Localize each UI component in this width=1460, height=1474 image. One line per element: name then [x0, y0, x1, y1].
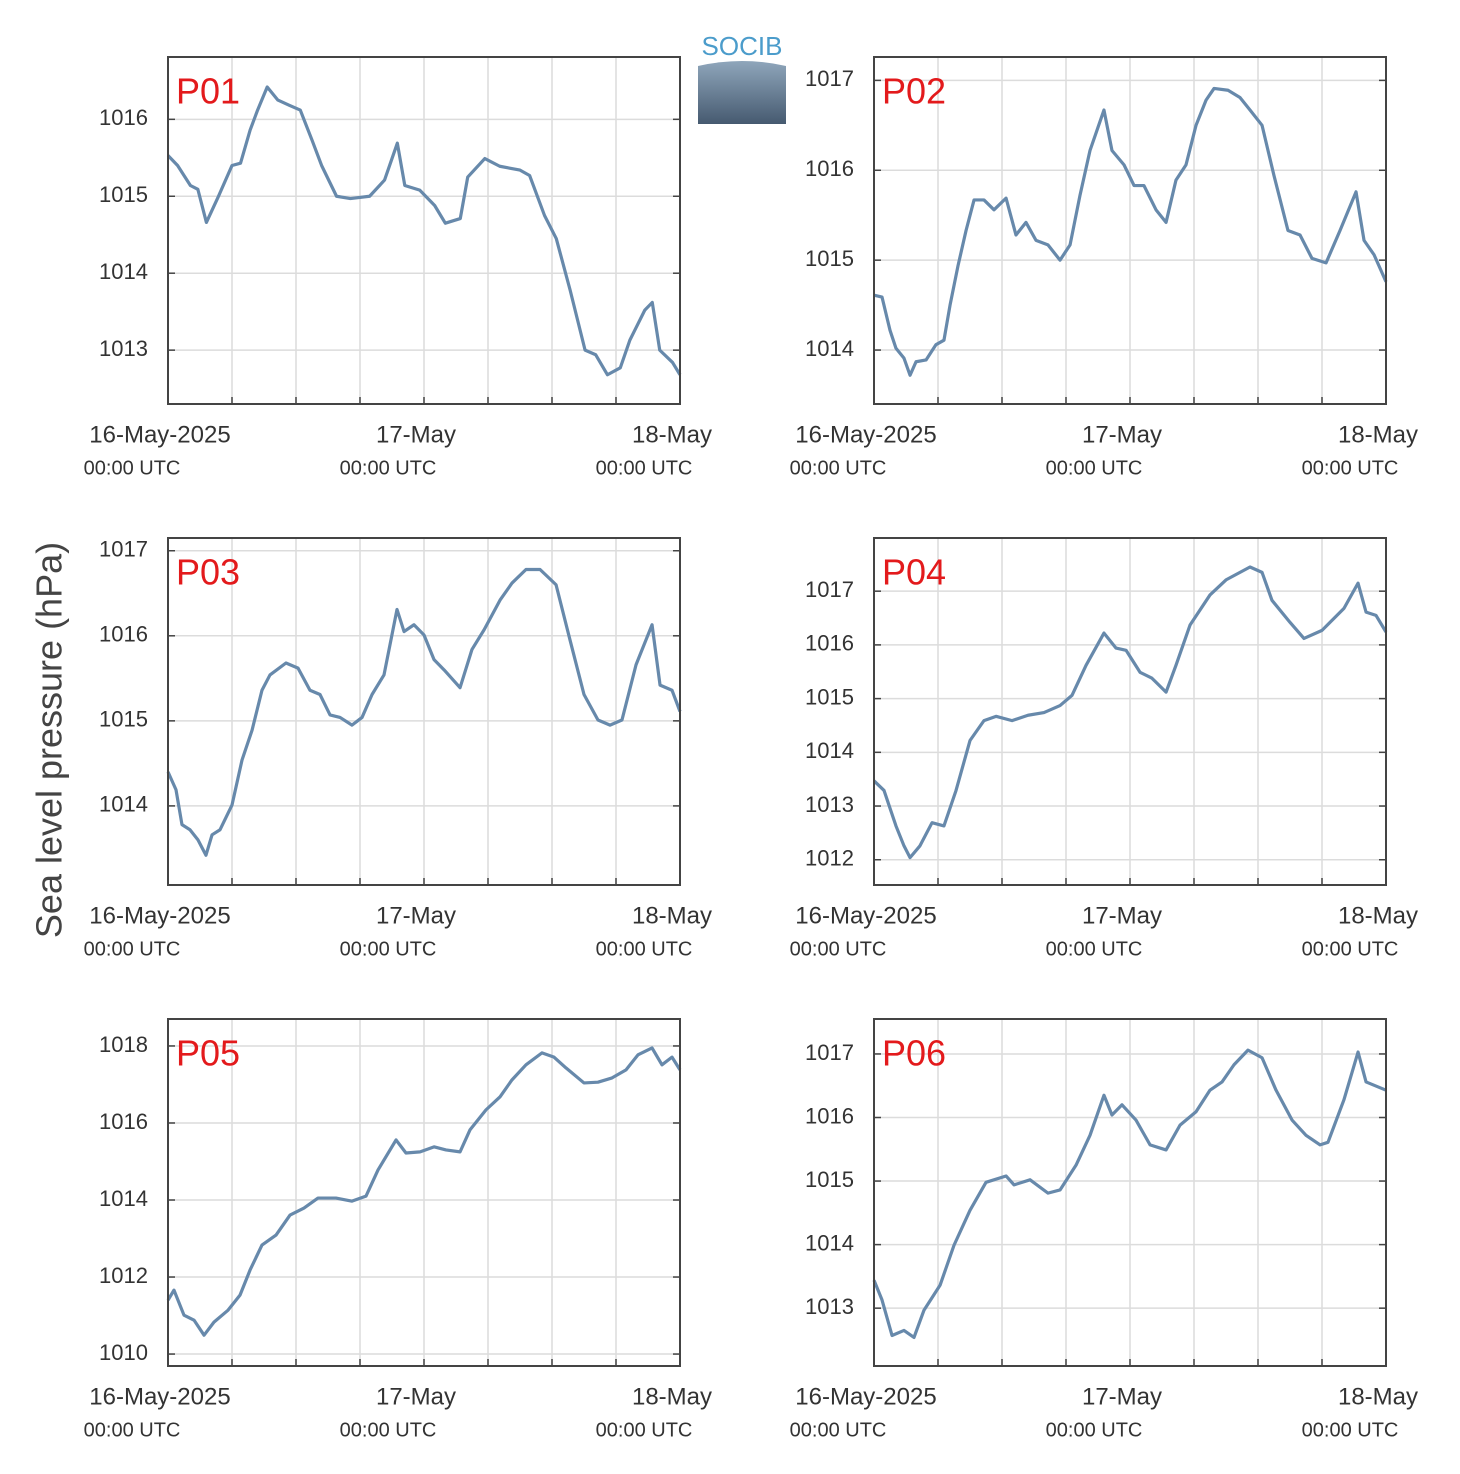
- x-tick-sublabel: 00:00 UTC: [1046, 457, 1143, 479]
- y-tick-label: 1012: [805, 846, 854, 871]
- y-tick-label: 1017: [805, 66, 854, 91]
- logo-text: SOCIB: [702, 31, 783, 61]
- x-tick-label: 16-May-2025: [89, 1383, 230, 1410]
- y-tick-label: 1016: [99, 1109, 148, 1134]
- y-tick-label: 1014: [805, 336, 854, 361]
- x-tick-label: 17-May: [1082, 1383, 1162, 1410]
- x-tick-label: 17-May: [376, 421, 456, 448]
- y-tick-label: 1016: [99, 105, 148, 130]
- x-tick-label: 18-May: [632, 421, 712, 448]
- panel-title: P01: [176, 71, 240, 112]
- y-tick-label: 1016: [805, 1103, 854, 1128]
- plot-frame: [873, 56, 1387, 405]
- x-tick-sublabel: 00:00 UTC: [1046, 1419, 1143, 1441]
- panel: 16-May-2025 00:00 UTC 17-May 00:00 UTC 18-Ma…: [790, 56, 1418, 479]
- y-tick-label: 1016: [805, 631, 854, 656]
- data-line: [872, 1048, 1387, 1339]
- y-tick-label: 1013: [99, 336, 148, 361]
- y-tick-label: 1016: [805, 156, 854, 181]
- plot-frame: [167, 1018, 681, 1367]
- x-tick-label: 18-May: [632, 1383, 712, 1410]
- plot-frame: [167, 56, 681, 405]
- x-tick-sublabel: 00:00 UTC: [1046, 938, 1143, 960]
- x-tick-sublabel: 00:00 UTC: [340, 938, 437, 960]
- x-tick-label: 18-May: [632, 902, 712, 929]
- y-tick-label: 1015: [99, 707, 148, 732]
- x-tick-label: 16-May-2025: [795, 902, 936, 929]
- data-line: [166, 85, 682, 377]
- x-tick-label: 17-May: [1082, 421, 1162, 448]
- y-tick-label: 1013: [805, 1294, 854, 1319]
- y-tick-label: 1014: [99, 259, 148, 284]
- y-tick-label: 1014: [99, 792, 148, 817]
- panel: 16-May-2025 00:00 UTC 17-May 00:00 UTC 18-Ma…: [790, 537, 1418, 960]
- panel-title: P06: [882, 1033, 946, 1074]
- data-line: [873, 86, 1388, 377]
- y-tick-label: 1015: [805, 1167, 854, 1192]
- data-line: [872, 565, 1388, 860]
- y-tick-label: 1016: [99, 622, 148, 647]
- x-tick-label: 16-May-2025: [89, 902, 230, 929]
- x-tick-sublabel: 00:00 UTC: [84, 1419, 181, 1441]
- y-axis-label: Sea level pressure (hPa): [29, 542, 70, 938]
- y-tick-label: 1018: [99, 1032, 148, 1057]
- y-tick-label: 1014: [99, 1186, 148, 1211]
- logo-shape: [698, 61, 786, 124]
- x-tick-sublabel: 00:00 UTC: [84, 457, 181, 479]
- y-tick-label: 1014: [805, 738, 854, 763]
- x-tick-label: 16-May-2025: [795, 421, 936, 448]
- x-tick-label: 17-May: [376, 1383, 456, 1410]
- panel-title: P04: [882, 552, 946, 593]
- x-tick-sublabel: 00:00 UTC: [790, 938, 887, 960]
- x-tick-sublabel: 00:00 UTC: [596, 457, 693, 479]
- x-tick-sublabel: 00:00 UTC: [596, 1419, 693, 1441]
- panel-title: P02: [882, 71, 946, 112]
- x-tick-sublabel: 00:00 UTC: [340, 457, 437, 479]
- y-tick-label: 1017: [805, 1040, 854, 1065]
- data-line: [166, 567, 682, 857]
- y-tick-label: 1015: [805, 246, 854, 271]
- x-tick-sublabel: 00:00 UTC: [790, 457, 887, 479]
- panel-title: P05: [176, 1033, 240, 1074]
- y-tick-label: 1017: [805, 577, 854, 602]
- plot-frame: [873, 537, 1387, 886]
- x-tick-label: 18-May: [1338, 1383, 1418, 1410]
- panel: 16-May-2025 00:00 UTC 17-May 00:00 UTC 18-Ma…: [790, 1018, 1418, 1441]
- y-tick-label: 1010: [99, 1340, 148, 1365]
- x-tick-label: 18-May: [1338, 421, 1418, 448]
- x-tick-sublabel: 00:00 UTC: [596, 938, 693, 960]
- x-tick-label: 17-May: [1082, 902, 1162, 929]
- panel: 16-May-2025 00:00 UTC 17-May 00:00 UTC 18-Ma…: [84, 537, 712, 961]
- y-tick-label: 1017: [99, 537, 148, 562]
- x-tick-label: 16-May-2025: [89, 421, 230, 448]
- y-tick-label: 1015: [805, 684, 854, 709]
- x-tick-sublabel: 00:00 UTC: [1302, 457, 1399, 479]
- y-tick-label: 1012: [99, 1263, 148, 1288]
- x-tick-label: 17-May: [376, 902, 456, 929]
- plot-frame: [167, 537, 681, 886]
- panel: 16-May-2025 00:00 UTC 17-May 00:00 UTC 18-Ma…: [84, 56, 712, 479]
- panel: 16-May-2025 00:00 UTC 17-May 00:00 UTC 18-Ma…: [84, 1018, 712, 1441]
- x-tick-label: 18-May: [1338, 902, 1418, 929]
- data-line: [166, 1046, 682, 1337]
- x-tick-label: 16-May-2025: [795, 1383, 936, 1410]
- x-tick-sublabel: 00:00 UTC: [790, 1419, 887, 1441]
- y-tick-label: 1014: [805, 1230, 854, 1255]
- y-tick-label: 1015: [99, 182, 148, 207]
- x-tick-sublabel: 00:00 UTC: [1302, 1419, 1399, 1441]
- panel-title: P03: [176, 552, 240, 593]
- x-tick-sublabel: 00:00 UTC: [1302, 938, 1399, 960]
- logo: SOCIB: [698, 31, 786, 124]
- x-tick-sublabel: 00:00 UTC: [84, 938, 181, 960]
- plot-frame: [873, 1018, 1387, 1367]
- y-tick-label: 1013: [805, 792, 854, 817]
- x-tick-sublabel: 00:00 UTC: [340, 1419, 437, 1441]
